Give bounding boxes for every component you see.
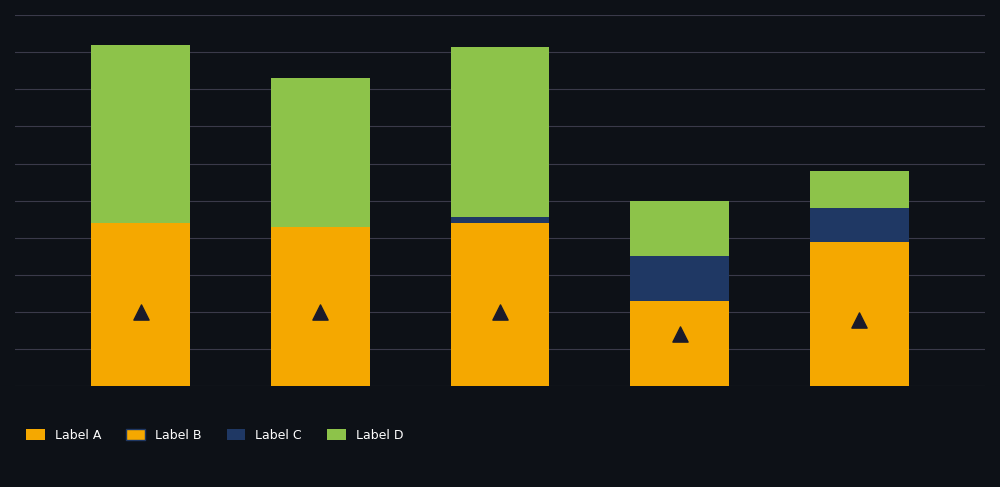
Bar	[91, 45, 190, 223]
Bar	[630, 257, 729, 301]
Bar	[630, 301, 729, 319]
Bar	[271, 227, 370, 275]
Bar	[451, 223, 549, 275]
Point	[851, 316, 867, 323]
Point	[492, 308, 508, 316]
Bar	[810, 171, 909, 208]
Bar	[451, 223, 549, 275]
Bar	[630, 201, 729, 257]
Bar	[271, 227, 370, 275]
Bar	[91, 267, 190, 386]
Bar	[271, 275, 370, 386]
Bar	[451, 275, 549, 386]
Bar	[91, 223, 190, 267]
Point	[672, 331, 688, 338]
Bar	[810, 242, 909, 282]
Legend: Label A, Label B, Label C, Label D: Label A, Label B, Label C, Label D	[21, 424, 408, 447]
Bar	[91, 223, 190, 267]
Bar	[630, 301, 729, 319]
Bar	[451, 47, 549, 217]
Bar	[810, 282, 909, 386]
Point	[312, 308, 328, 316]
Bar	[630, 319, 729, 386]
Bar	[271, 78, 370, 227]
Bar	[810, 208, 909, 242]
Bar	[810, 242, 909, 282]
Point	[133, 308, 149, 316]
Bar	[451, 217, 549, 223]
